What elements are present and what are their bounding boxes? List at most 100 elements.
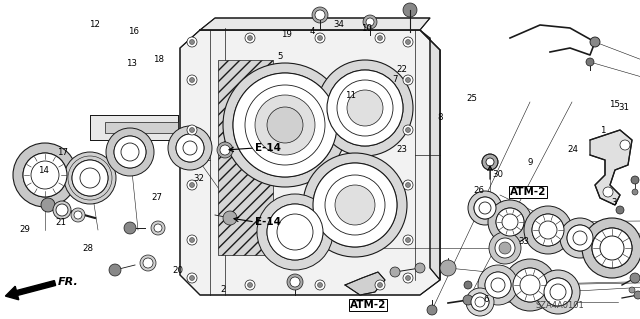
Circle shape (488, 200, 532, 244)
Text: 2: 2 (220, 285, 225, 294)
Text: 16: 16 (127, 27, 139, 36)
Circle shape (312, 7, 328, 23)
Circle shape (31, 161, 59, 189)
Text: 6: 6 (484, 295, 489, 304)
Circle shape (495, 238, 515, 258)
Circle shape (189, 78, 195, 83)
FancyArrow shape (5, 281, 56, 300)
Circle shape (72, 160, 108, 196)
Circle shape (315, 33, 325, 43)
Circle shape (290, 277, 300, 287)
Circle shape (187, 37, 197, 47)
Circle shape (233, 73, 337, 177)
Circle shape (56, 204, 68, 216)
Circle shape (327, 70, 403, 146)
Circle shape (217, 142, 233, 158)
Bar (218, 60, 273, 255)
Text: 13: 13 (125, 59, 137, 68)
Circle shape (600, 236, 624, 260)
Circle shape (567, 225, 593, 251)
Circle shape (168, 126, 212, 170)
Circle shape (478, 265, 518, 305)
Circle shape (403, 3, 417, 17)
Circle shape (335, 185, 375, 225)
Circle shape (187, 75, 197, 85)
Text: 15: 15 (609, 100, 620, 109)
Circle shape (499, 242, 511, 254)
Circle shape (267, 204, 323, 260)
Circle shape (378, 283, 383, 287)
Circle shape (303, 153, 407, 257)
Circle shape (124, 222, 136, 234)
Text: 31: 31 (618, 103, 630, 112)
Text: 21: 21 (55, 218, 67, 227)
Circle shape (486, 158, 494, 166)
Circle shape (183, 141, 197, 155)
Circle shape (463, 295, 473, 305)
Circle shape (317, 60, 413, 156)
Circle shape (189, 238, 195, 242)
Circle shape (245, 85, 325, 165)
Circle shape (53, 201, 71, 219)
Text: ATM-2: ATM-2 (510, 187, 547, 197)
Text: 18: 18 (153, 56, 164, 64)
Text: 4: 4 (310, 27, 315, 36)
Circle shape (267, 204, 323, 260)
Circle shape (390, 267, 400, 277)
Text: 9: 9 (527, 158, 532, 167)
Circle shape (114, 136, 146, 168)
Polygon shape (180, 30, 440, 295)
Polygon shape (590, 130, 632, 205)
Polygon shape (105, 122, 178, 133)
Circle shape (187, 125, 197, 135)
Circle shape (406, 182, 410, 188)
Text: SZA4A0101: SZA4A0101 (535, 300, 584, 309)
Text: 7: 7 (393, 75, 398, 84)
Circle shape (375, 33, 385, 43)
Circle shape (496, 208, 524, 236)
Circle shape (313, 163, 397, 247)
Circle shape (616, 206, 624, 214)
Circle shape (189, 40, 195, 44)
Circle shape (620, 140, 630, 150)
Circle shape (151, 221, 165, 235)
Circle shape (513, 268, 547, 302)
Text: 33: 33 (518, 237, 529, 246)
Text: 27: 27 (151, 193, 163, 202)
Circle shape (347, 90, 383, 126)
Circle shape (468, 191, 502, 225)
Text: 11: 11 (345, 91, 356, 100)
Circle shape (474, 197, 496, 219)
Circle shape (582, 218, 640, 278)
Circle shape (41, 198, 55, 212)
Circle shape (485, 272, 511, 298)
Polygon shape (200, 18, 430, 30)
Circle shape (632, 189, 638, 195)
Circle shape (287, 274, 303, 290)
Circle shape (482, 154, 498, 170)
Circle shape (630, 273, 640, 283)
Polygon shape (345, 272, 385, 295)
Circle shape (143, 258, 153, 268)
Circle shape (406, 78, 410, 83)
Circle shape (403, 75, 413, 85)
Circle shape (513, 268, 547, 302)
Circle shape (496, 208, 524, 236)
Circle shape (154, 224, 162, 232)
Text: 26: 26 (473, 186, 484, 195)
Text: 28: 28 (83, 244, 94, 253)
Circle shape (532, 214, 564, 246)
Circle shape (544, 278, 572, 306)
Circle shape (427, 305, 437, 315)
Circle shape (502, 214, 518, 230)
Text: 3: 3 (612, 198, 617, 207)
Circle shape (524, 206, 572, 254)
Circle shape (189, 182, 195, 188)
Circle shape (406, 128, 410, 132)
Circle shape (313, 163, 397, 247)
Text: 8: 8 (438, 113, 443, 122)
Circle shape (121, 143, 139, 161)
Text: 1: 1 (600, 126, 605, 135)
Circle shape (245, 280, 255, 290)
Circle shape (475, 297, 485, 307)
